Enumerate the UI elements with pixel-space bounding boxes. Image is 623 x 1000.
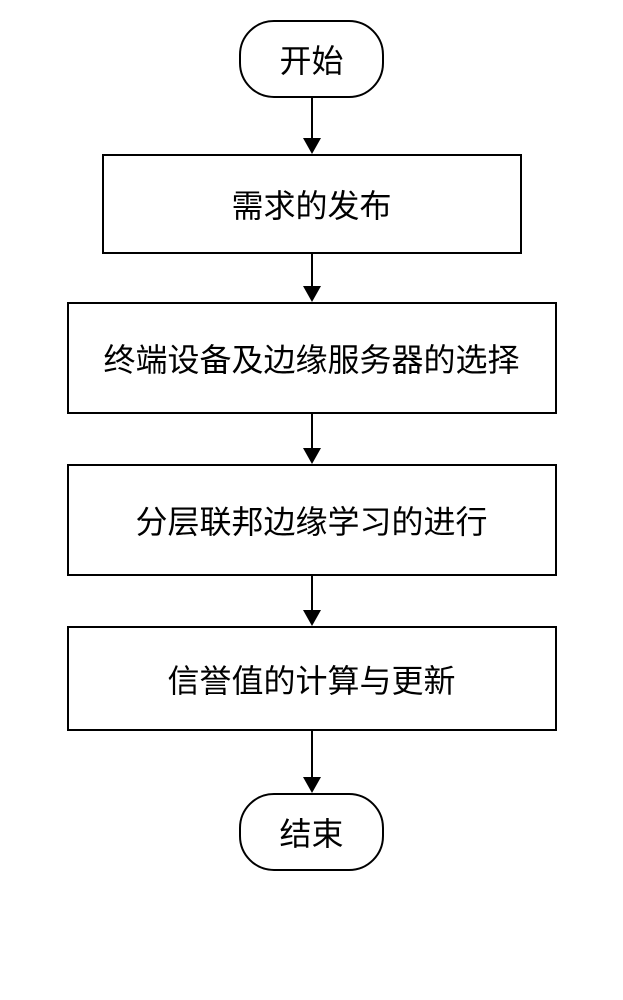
arrow-head-icon (303, 138, 321, 154)
step4-label: 信誉值的计算与更新 (167, 656, 455, 702)
end-label: 结束 (279, 816, 343, 852)
arrow-line (311, 254, 313, 286)
arrow-head-icon (303, 448, 321, 464)
process-step-4: 信誉值的计算与更新 (67, 626, 557, 731)
arrow-line (311, 98, 313, 138)
arrow-line (311, 576, 313, 610)
arrow-line (311, 731, 313, 777)
step2-label: 终端设备及边缘服务器的选择 (103, 335, 519, 381)
arrow-1 (303, 98, 321, 154)
process-step-3: 分层联邦边缘学习的进行 (67, 464, 557, 576)
start-terminal: 开始 (239, 20, 383, 98)
arrow-4 (303, 576, 321, 626)
step1-label: 需求的发布 (231, 181, 391, 227)
start-label: 开始 (279, 43, 343, 79)
arrow-5 (303, 731, 321, 793)
end-terminal: 结束 (239, 793, 383, 871)
process-step-1: 需求的发布 (102, 154, 522, 254)
process-step-2: 终端设备及边缘服务器的选择 (67, 302, 557, 414)
step3-label: 分层联邦边缘学习的进行 (135, 497, 487, 543)
arrow-head-icon (303, 610, 321, 626)
arrow-line (311, 414, 313, 448)
arrow-3 (303, 414, 321, 464)
flowchart-container: 开始 需求的发布 终端设备及边缘服务器的选择 分层联邦边缘学习的进行 信誉值的计… (67, 20, 557, 871)
arrow-2 (303, 254, 321, 302)
arrow-head-icon (303, 286, 321, 302)
arrow-head-icon (303, 777, 321, 793)
